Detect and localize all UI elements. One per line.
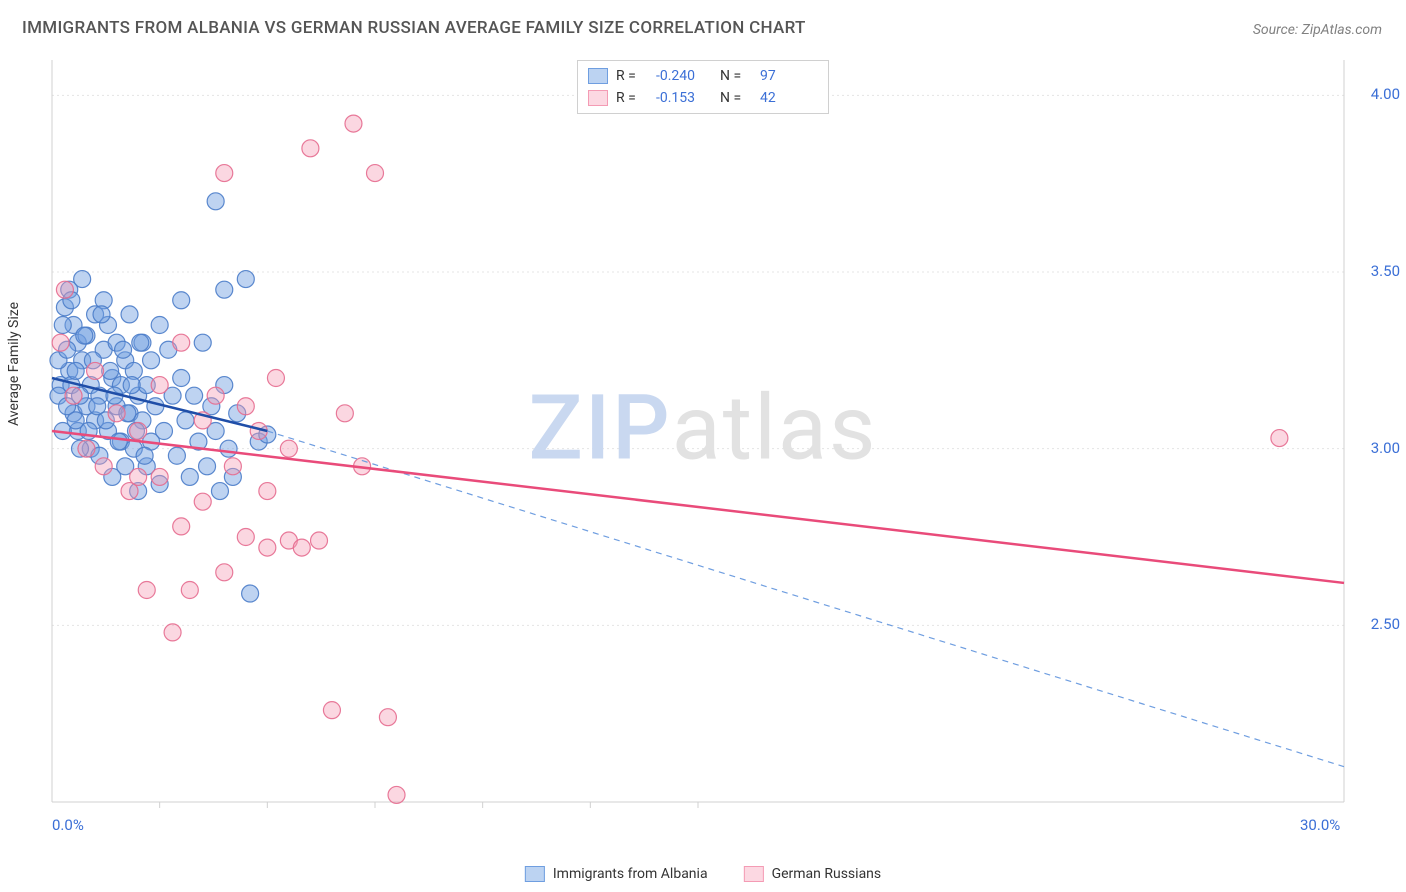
swatch-albania	[588, 68, 608, 84]
n-value-german: 42	[760, 87, 816, 109]
r-label: R =	[616, 87, 648, 109]
legend-label-albania: Immigrants from Albania	[553, 866, 708, 882]
n-value-albania: 97	[760, 65, 816, 87]
legend-row-german: R = -0.153 N = 42	[588, 87, 816, 109]
swatch-german-icon	[744, 866, 764, 882]
y-axis-label: Average Family Size	[6, 302, 22, 426]
y-tick-label: 4.00	[1371, 85, 1400, 103]
y-tick-label: 2.50	[1371, 615, 1400, 633]
legend-item-albania: Immigrants from Albania	[525, 866, 708, 882]
swatch-german	[588, 90, 608, 106]
scatter-plot	[48, 56, 1378, 826]
legend-label-german: German Russians	[772, 866, 882, 882]
y-tick-label: 3.50	[1371, 262, 1400, 280]
legend-item-german: German Russians	[744, 866, 882, 882]
y-tick-label: 3.00	[1371, 439, 1400, 457]
r-value-albania: -0.240	[656, 65, 712, 87]
chart-container: IMMIGRANTS FROM ALBANIA VS GERMAN RUSSIA…	[0, 0, 1406, 892]
n-label: N =	[720, 87, 752, 109]
swatch-albania-icon	[525, 866, 545, 882]
r-value-german: -0.153	[656, 87, 712, 109]
legend-row-albania: R = -0.240 N = 97	[588, 65, 816, 87]
correlation-legend: R = -0.240 N = 97 R = -0.153 N = 42	[577, 60, 829, 114]
x-tick-label: 0.0%	[52, 816, 84, 834]
n-label: N =	[720, 65, 752, 87]
r-label: R =	[616, 65, 648, 87]
series-legend: Immigrants from Albania German Russians	[525, 866, 881, 882]
x-tick-label: 30.0%	[1300, 816, 1340, 834]
chart-title: IMMIGRANTS FROM ALBANIA VS GERMAN RUSSIA…	[22, 18, 806, 38]
source-attribution: Source: ZipAtlas.com	[1253, 22, 1382, 38]
